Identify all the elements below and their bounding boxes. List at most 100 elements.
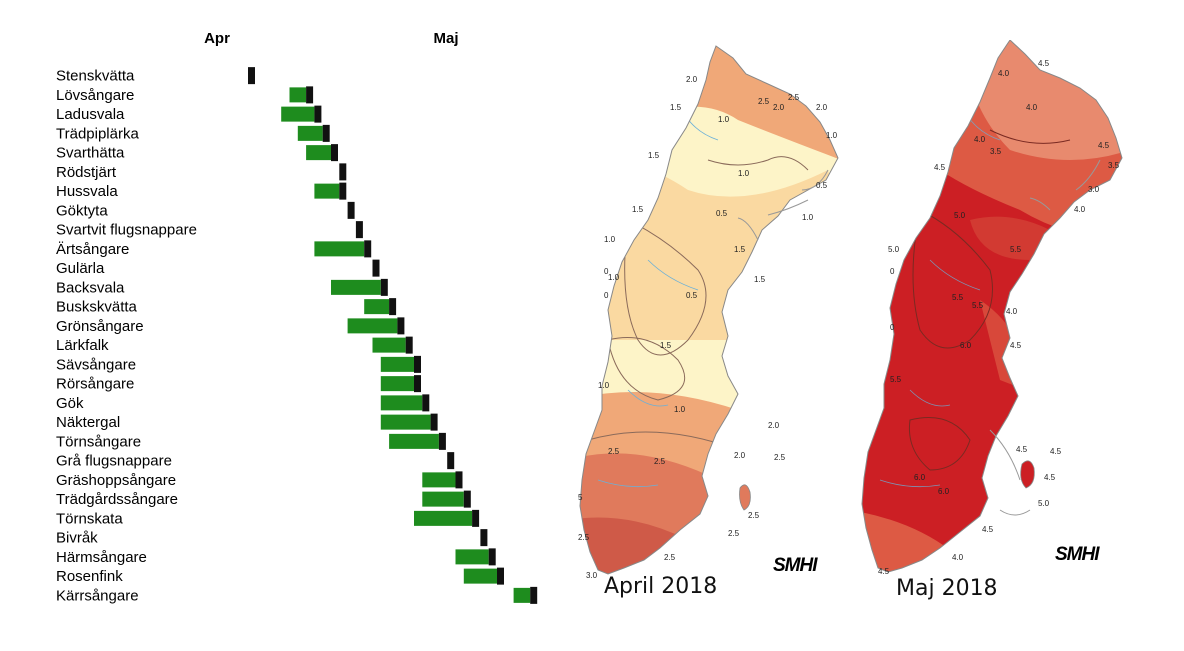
maj-iso-label: 4.0	[1074, 205, 1086, 214]
species-label: Rörsångare	[56, 376, 134, 393]
april-iso-label: 1.0	[598, 381, 610, 390]
april-iso-label: 2.5	[654, 457, 666, 466]
arrival-marker	[248, 67, 255, 85]
april-contour-1	[624, 219, 707, 356]
arrival-shift-bar	[455, 549, 489, 565]
arrival-shift-bar	[306, 145, 331, 161]
arrival-marker	[339, 182, 347, 200]
species-label: Lövsångare	[56, 87, 134, 104]
map-maj-svg: 4.0 4.5 4.0 4.5 4.0 3.5 3.5 4.5 3.0 4.0 …	[861, 39, 1123, 576]
arrival-marker	[497, 567, 504, 585]
arrival-shift-bar	[422, 491, 464, 507]
april-iso-label: 0	[604, 291, 609, 300]
april-iso-label: 1.5	[670, 103, 682, 112]
maj-iso-label: 5.5	[972, 301, 984, 310]
april-iso-label: 1.5	[660, 341, 672, 350]
april-iso-label: 1.0	[802, 213, 814, 222]
species-label: Ladusvala	[56, 106, 125, 123]
maj-iso-label: 4.5	[1098, 141, 1110, 150]
arrival-shift-bar	[281, 106, 315, 122]
april-iso-label: 2.5	[774, 453, 786, 462]
april-iso-label: 0.5	[686, 291, 698, 300]
maj-iso-label: 4.5	[934, 163, 946, 172]
maj-iso-label: 6.0	[914, 473, 926, 482]
maj-iso-label: 4.0	[1026, 103, 1038, 112]
april-iso-label: 5	[578, 493, 583, 502]
april-iso-label: 1.5	[632, 205, 644, 214]
april-gotland	[739, 484, 751, 511]
arrival-shift-bar	[389, 433, 439, 449]
maj-iso-label: 4.5	[1010, 341, 1022, 350]
arrival-marker	[397, 317, 405, 335]
species-label: Grå flugsnappare	[56, 453, 172, 470]
maj-iso-label: 4.5	[1044, 473, 1056, 482]
species-label: Sävsångare	[56, 356, 136, 373]
maj-iso-label: 4.5	[1016, 445, 1028, 454]
species-label: Stenskvätta	[56, 68, 135, 85]
maj-iso-label: 6.0	[960, 341, 972, 350]
april-iso-label: 0.5	[816, 181, 828, 190]
april-iso-label: 2.5	[758, 97, 770, 106]
maj-contour-3	[989, 129, 1071, 144]
arrival-shift-bar	[380, 356, 414, 372]
april-iso-label: 2.0	[773, 103, 785, 112]
maj-iso-label: 4.5	[1050, 447, 1062, 456]
maj-iso-label: 5.0	[954, 211, 966, 220]
arrival-marker	[322, 124, 330, 142]
april-iso-label: 2.0	[816, 103, 828, 112]
month-label-apr: Apr	[204, 30, 230, 47]
maj-caption: Maj 2018	[896, 576, 998, 601]
arrival-shift-bar	[380, 395, 423, 411]
april-iso-label: 2.5	[748, 511, 760, 520]
april-iso-label: 0	[604, 267, 609, 276]
maj-contour-2	[908, 417, 971, 471]
april-contour-2	[607, 337, 686, 401]
arrival-marker	[306, 86, 314, 104]
migration-chart: Apr Maj Stenskvätta Lövsångare Ladusvala Träd…	[0, 0, 560, 651]
species-label: Svartvit flugsnappare	[56, 222, 197, 239]
arrival-shift-bar	[297, 125, 323, 141]
arrival-shift-bar	[414, 510, 473, 526]
maj-iso-label: 5.5	[1010, 245, 1022, 254]
maj-iso-label: 4.0	[998, 69, 1010, 78]
april-iso-label: 1.5	[734, 245, 746, 254]
species-label: Buskskvätta	[56, 299, 138, 316]
maj-iso-label: 4.0	[1006, 307, 1018, 316]
april-caption: April 2018	[604, 574, 718, 599]
species-label: Backsvala	[56, 279, 125, 296]
maj-band-mid	[970, 216, 1053, 260]
maj-iso-label: 5.0	[888, 245, 900, 254]
arrival-shift-bar	[314, 183, 340, 199]
arrival-shift-bar	[463, 568, 497, 584]
arrival-marker	[438, 432, 446, 450]
arrival-marker	[405, 336, 413, 354]
species-label: Ärtsångare	[56, 241, 129, 258]
species-label: Göktyta	[56, 202, 108, 219]
april-iso-label: 2.5	[728, 529, 740, 538]
maj-iso-label: 5.5	[952, 293, 964, 302]
april-iso-label: 1.5	[648, 151, 660, 160]
april-iso-label: 2.5	[788, 93, 800, 102]
arrival-marker	[347, 201, 355, 219]
april-iso-label: 0.5	[716, 209, 728, 218]
arrival-marker	[380, 278, 388, 296]
arrival-marker	[488, 548, 496, 566]
arrival-shift-bar	[422, 472, 456, 488]
species-label: Rödstjärt	[56, 164, 117, 181]
arrival-shift-bar	[364, 299, 390, 315]
maj-iso-label: 6.0	[938, 487, 950, 496]
arrival-marker	[414, 375, 421, 393]
migration-chart-svg: Apr Maj Stenskvätta Lövsångare Ladusvala Träd…	[56, 30, 538, 604]
species-label: Lärkfalk	[56, 337, 109, 354]
arrival-marker	[463, 490, 471, 508]
arrival-marker	[364, 240, 372, 258]
species-label: Svarthätta	[56, 145, 125, 162]
arrival-shift-bar	[347, 318, 398, 334]
maj-iso-label: 4.5	[1038, 59, 1050, 68]
maj-isoline-labels: 4.0 4.5 4.0 4.5 4.0 3.5 3.5 4.5 3.0 4.0 …	[878, 59, 1120, 576]
maj-iso-label: 0	[890, 267, 895, 276]
map-april-svg: 2.0 2.5 2.0 2.5 2.0 1.5 1.0 1.0 1.5 1.0 …	[578, 45, 839, 580]
species-label: Grönsångare	[56, 318, 144, 335]
smhi-logo-april: SMHI	[773, 555, 817, 576]
april-iso-label: 2.5	[608, 447, 620, 456]
